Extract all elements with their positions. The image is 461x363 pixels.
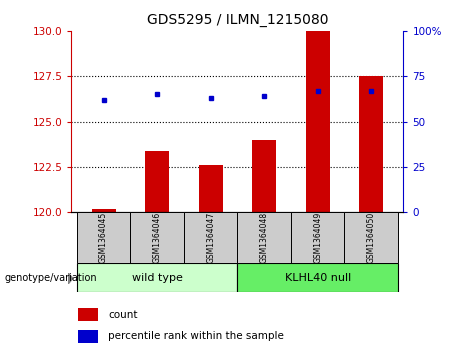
Bar [130,212,184,263]
Bar [199,165,223,212]
Text: GSM1364046: GSM1364046 [153,212,162,264]
Text: count: count [108,310,137,319]
Text: genotype/variation: genotype/variation [5,273,97,284]
Text: wild type: wild type [132,273,183,283]
Bar [252,140,276,212]
Bar [291,212,344,263]
Bar [92,209,116,212]
Bar [359,76,383,212]
Bar [77,263,237,292]
Bar [145,151,169,212]
Text: GSM1364049: GSM1364049 [313,212,322,264]
Text: GSM1364050: GSM1364050 [367,212,376,264]
Bar [184,212,237,263]
Text: GSM1364045: GSM1364045 [99,212,108,264]
Bar [237,263,398,292]
Bar [237,212,291,263]
Polygon shape [68,273,73,284]
Bar [306,31,330,212]
Text: GSM1364047: GSM1364047 [206,212,215,264]
Bar [78,330,98,343]
Text: GSM1364048: GSM1364048 [260,212,269,263]
Bar [344,212,398,263]
Bar [77,212,130,263]
Text: KLHL40 null: KLHL40 null [284,273,351,283]
Text: percentile rank within the sample: percentile rank within the sample [108,331,284,341]
Bar [78,308,98,321]
Text: GDS5295 / ILMN_1215080: GDS5295 / ILMN_1215080 [147,13,328,27]
